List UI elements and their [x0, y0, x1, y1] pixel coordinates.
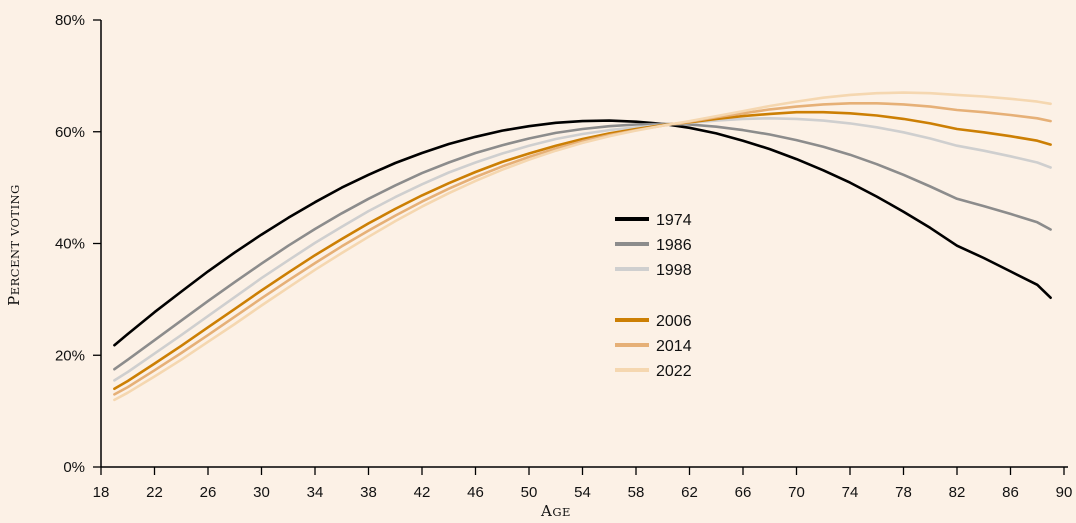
x-tick-label: 54: [574, 484, 591, 501]
x-axis-title-first-letter: A: [540, 502, 552, 520]
legend-label-1998: 1998: [656, 262, 692, 279]
series-line-1974: [113, 119, 1052, 347]
legend-label-2006: 2006: [656, 313, 692, 330]
x-tick-label: 46: [467, 484, 484, 501]
x-tick-label: 66: [735, 484, 752, 501]
x-tick-label: 82: [949, 484, 966, 501]
y-axis-title: PERCENT VOTING: [5, 184, 23, 306]
x-tick-label: 70: [788, 484, 805, 501]
x-tick-label: 74: [842, 484, 859, 501]
y-tick-label: 80%: [55, 12, 85, 29]
legend-label-2014: 2014: [656, 338, 692, 355]
y-ticks: 0% 20% 40% 60% 80%: [55, 12, 101, 476]
x-axis-title-rest: GE: [552, 505, 571, 519]
legend-label-1974: 1974: [656, 212, 692, 229]
legend: 1974 1986 1998 2006 2014 2022: [615, 212, 692, 380]
y-tick-label: 0%: [63, 459, 85, 476]
y-axis-title-rest: ERCENT VOTING: [8, 184, 22, 295]
x-tick-label: 86: [1002, 484, 1019, 501]
x-tick-label: 26: [200, 484, 217, 501]
series-line-2022: [113, 91, 1052, 402]
x-tick-label: 62: [681, 484, 698, 501]
x-tick-label: 38: [360, 484, 377, 501]
legend-label-1986: 1986: [656, 237, 692, 254]
series-line-2014: [113, 102, 1052, 396]
x-tick-label: 42: [414, 484, 431, 501]
series-line-1986: [113, 122, 1052, 371]
x-axis-title: AGE: [540, 502, 571, 520]
series-line-2006: [113, 110, 1052, 391]
legend-label-2022: 2022: [656, 363, 692, 380]
x-tick-label: 34: [307, 484, 324, 501]
y-tick-label: 40%: [55, 236, 85, 253]
x-tick-label: 58: [628, 484, 645, 501]
x-tick-label: 78: [895, 484, 912, 501]
x-ticks: 18 22 26 30 34 38 42 46 50 54 58 62 66 70 74 78 82 86 90: [93, 467, 1073, 501]
x-tick-label: 18: [93, 484, 110, 501]
x-tick-label: 30: [253, 484, 270, 501]
series-line-1998: [113, 117, 1052, 382]
x-tick-label: 22: [146, 484, 163, 501]
y-axis-title-first-letter: P: [5, 295, 23, 306]
y-tick-label: 60%: [55, 124, 85, 141]
x-tick-label: 50: [521, 484, 538, 501]
y-tick-label: 20%: [55, 347, 85, 364]
x-tick-label: 90: [1056, 484, 1073, 501]
series-lines: [113, 91, 1052, 402]
